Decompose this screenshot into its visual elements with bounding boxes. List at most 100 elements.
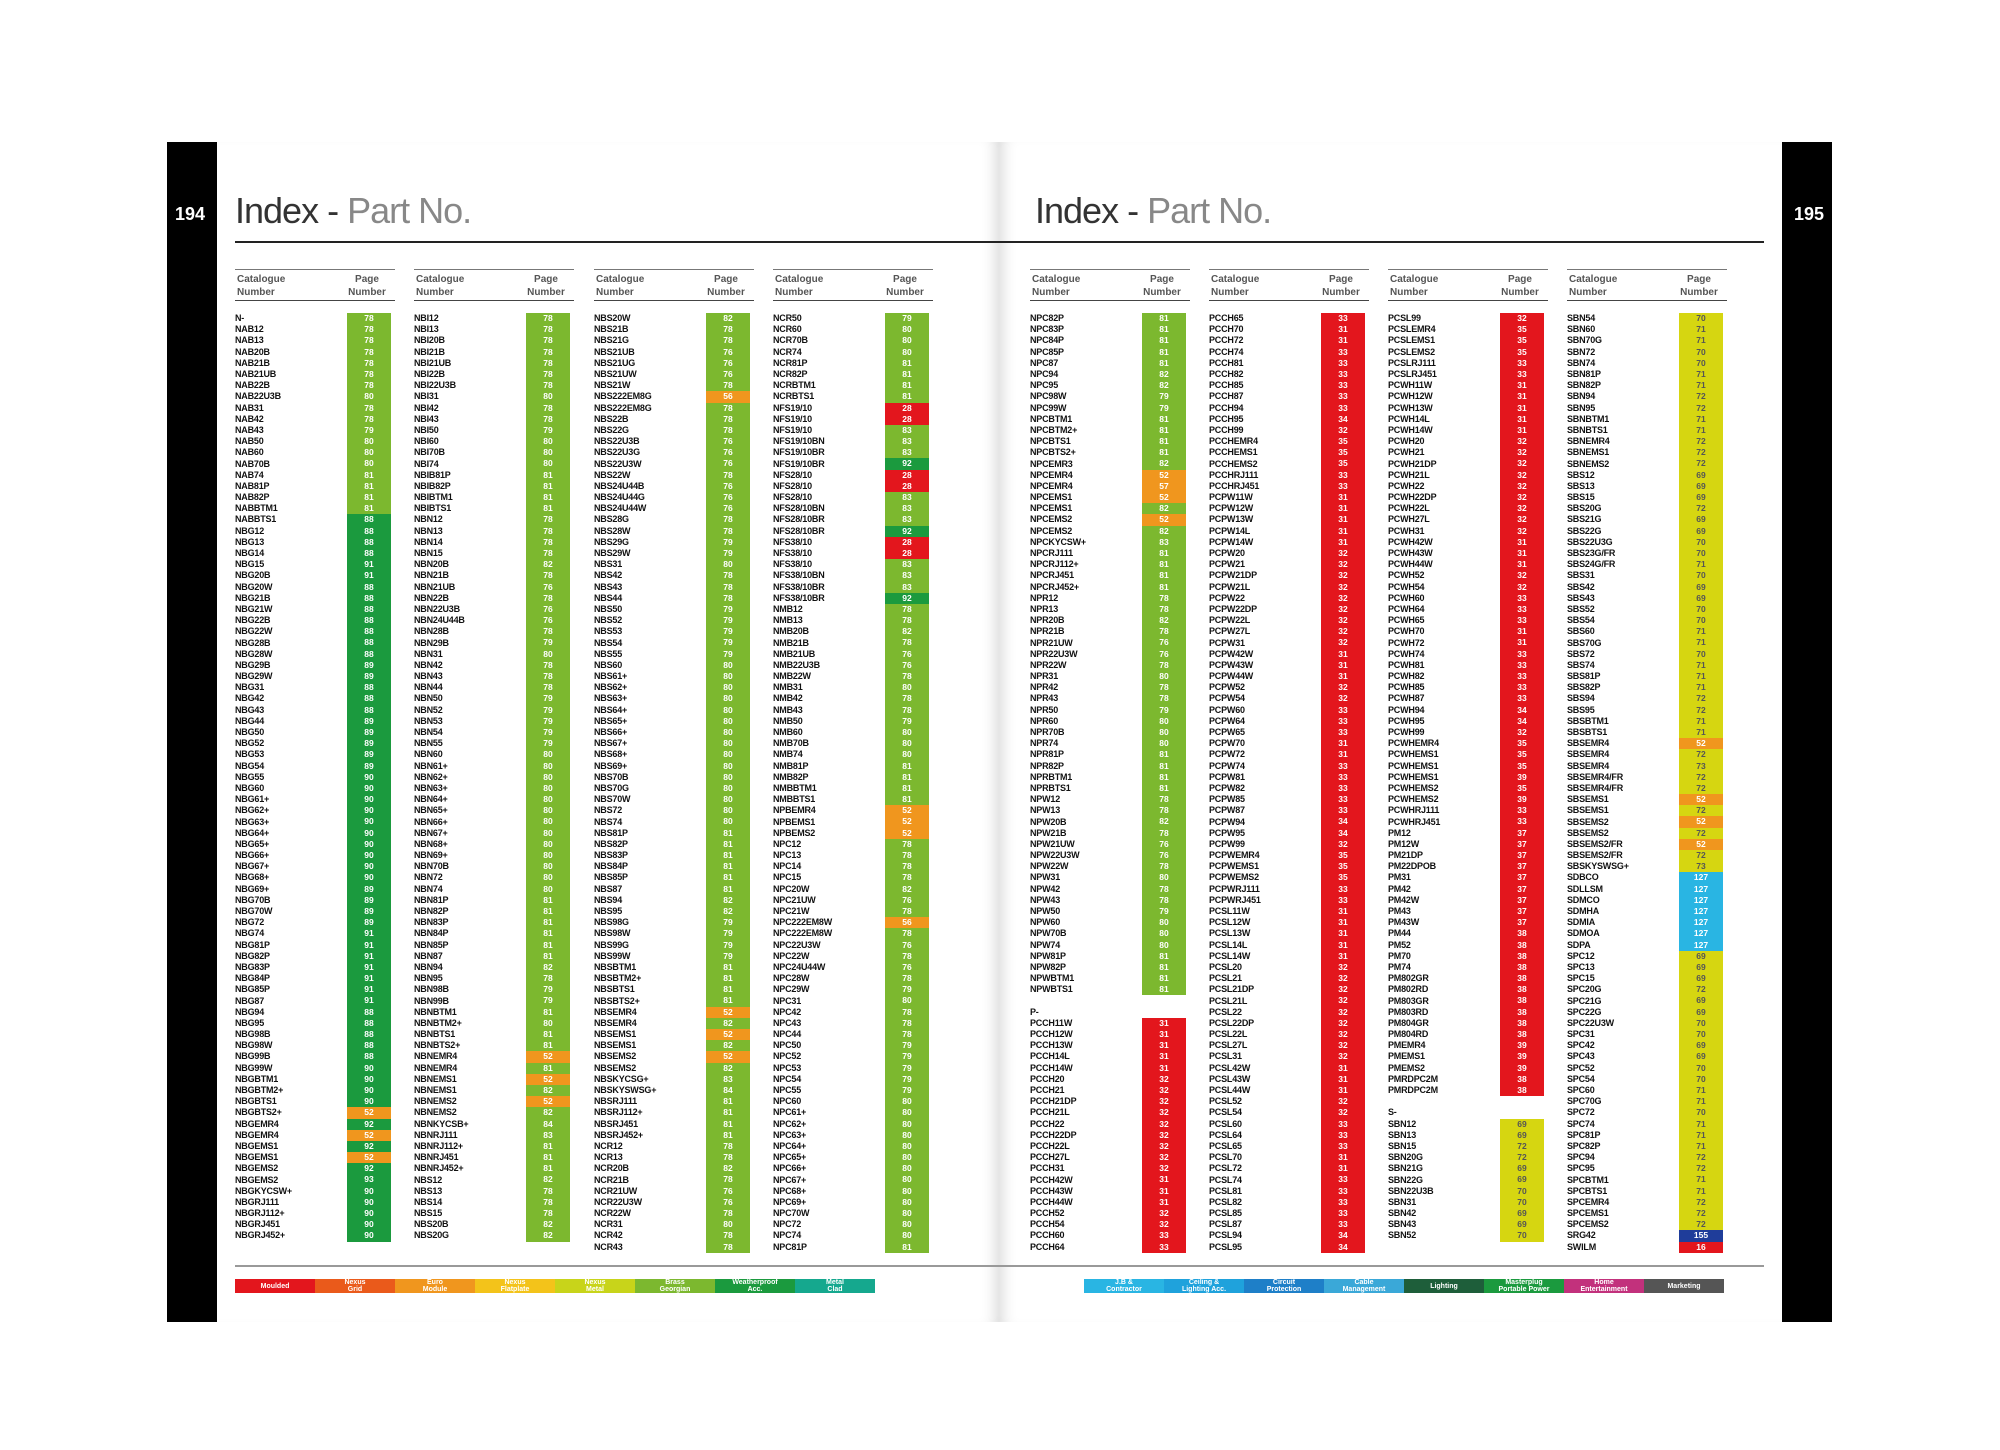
- page-ref: 31: [1321, 324, 1365, 336]
- page-ref: 78: [1142, 693, 1186, 705]
- page-number-header: Page Number: [527, 274, 565, 298]
- page-ref: 88: [347, 1006, 391, 1018]
- index-row: PCPW14L 31: [1209, 525, 1369, 537]
- catalogue-spread: 194 195 Index - Part No. Moulded Nexus Gri…: [167, 142, 1832, 1322]
- part-number: PCPW70: [1209, 738, 1245, 749]
- page-ref: 82: [526, 1107, 570, 1119]
- part-number: NBSRJ112+: [594, 1107, 643, 1118]
- page-ref: 81: [1142, 313, 1186, 325]
- part-number: NBSBTM1: [594, 961, 637, 972]
- index-row: PCSL85 33: [1209, 1208, 1369, 1220]
- page-ref: 32: [1142, 1118, 1186, 1130]
- page-ref: 31: [1142, 1051, 1186, 1063]
- index-row: NBS98W 79: [594, 928, 754, 940]
- page-ref: 83: [885, 436, 929, 448]
- part-number: PCPW43W: [1209, 659, 1254, 670]
- part-number: NBI70B: [414, 447, 445, 458]
- part-number: N-: [235, 313, 245, 324]
- page-ref: 76: [885, 659, 929, 671]
- part-number: NBGBTS1: [235, 1096, 277, 1107]
- part-number: NBS99W: [594, 950, 631, 961]
- page-ref: 69: [1500, 1129, 1544, 1141]
- index-row: SPC52 70: [1567, 1062, 1727, 1074]
- index-row: NCR22U3W 76: [594, 1196, 754, 1208]
- page-ref: 76: [706, 1185, 750, 1197]
- page-ref: 82: [1142, 525, 1186, 537]
- page-ref: 79: [526, 693, 570, 705]
- index-row: SBS81P 71: [1567, 671, 1727, 683]
- page-ref: 79: [706, 917, 750, 929]
- page-ref: 78: [526, 570, 570, 582]
- part-number: SBS72: [1567, 648, 1595, 659]
- part-number: PCWH12W: [1388, 391, 1433, 402]
- title-main: Index -: [235, 190, 348, 231]
- part-number: NPC22W: [773, 950, 810, 961]
- page-ref: 52: [526, 1096, 570, 1108]
- index-row: NBSBTM1 81: [594, 961, 754, 974]
- page-ref: 31: [1142, 1040, 1186, 1052]
- page-ref: 32: [1142, 1152, 1186, 1164]
- part-number: NBS55: [594, 648, 623, 659]
- part-number: PCCHRJ111: [1209, 469, 1259, 480]
- index-row: PCSL22L 32: [1209, 1029, 1369, 1041]
- page-ref: 80: [706, 794, 750, 806]
- page-ref: 78: [706, 324, 750, 336]
- part-number: NBS28W: [594, 525, 631, 536]
- index-row: PCSL82 33: [1209, 1196, 1369, 1208]
- index-row: NBG43 88: [235, 704, 395, 716]
- page-ref: 81: [1142, 581, 1186, 593]
- part-number: PM804GR: [1388, 1017, 1429, 1028]
- page-ref: 79: [1142, 391, 1186, 403]
- part-number: NCR22W: [594, 1208, 631, 1219]
- page-ref: [1142, 995, 1186, 1006]
- page-ref: 81: [347, 469, 391, 481]
- index-row: NBS13 78: [414, 1185, 574, 1197]
- page-ref: 78: [1142, 894, 1186, 906]
- part-number: SBS81P: [1567, 671, 1601, 682]
- index-row: NBN68+ 80: [414, 838, 574, 850]
- index-row: NBG14 88: [235, 547, 395, 560]
- index-row: NBI21UB 78: [414, 357, 574, 369]
- index-row: NBIB82P 81: [414, 480, 574, 492]
- page-ref: 32: [1500, 514, 1544, 526]
- part-number: NPC64+: [773, 1140, 807, 1151]
- page-ref: 78: [526, 514, 570, 526]
- page-ref: 80: [526, 861, 570, 873]
- legend-item: Masterplug Portable Power: [1484, 1279, 1564, 1293]
- page-ref: 28: [885, 402, 929, 414]
- index-row: PCCHEMR4 35: [1209, 436, 1369, 448]
- part-number: NBS22U3B: [594, 436, 640, 447]
- part-number: NBS81P: [594, 827, 628, 838]
- page-ref: 52: [885, 816, 929, 828]
- legend-item: Brass Georgian: [635, 1279, 715, 1293]
- part-number: SBSEMS2/FR: [1567, 850, 1623, 861]
- page-ref: 39: [1500, 1051, 1544, 1063]
- index-row: PCPWRJ451 33: [1209, 894, 1369, 906]
- part-number: NPC52: [773, 1051, 802, 1062]
- page-ref: 80: [885, 726, 929, 739]
- page-ref: 33: [1321, 704, 1365, 716]
- index-row: PCWH85 33: [1388, 682, 1548, 694]
- index-row: NBSEMR4 82: [594, 1017, 754, 1029]
- page-ref: 78: [526, 525, 570, 537]
- index-row: NBN20B 82: [414, 559, 574, 571]
- part-number: NPR21UW: [1030, 637, 1073, 648]
- page-ref: 28: [885, 547, 929, 560]
- part-number: NBN67+: [414, 827, 448, 838]
- page-ref: 31: [1321, 525, 1365, 537]
- page-ref: 81: [706, 1118, 750, 1130]
- part-number: NBN64+: [414, 794, 448, 805]
- page-ref: 81: [885, 1241, 929, 1253]
- index-row: PCWHEMS1 35: [1388, 760, 1548, 772]
- index-row: SBN43 69: [1388, 1219, 1548, 1231]
- index-row: NCR22W 78: [594, 1208, 754, 1220]
- part-number: PCWH65: [1388, 615, 1425, 626]
- page-ref: 78: [526, 659, 570, 671]
- page-ref: 72: [1679, 503, 1723, 515]
- page-ref: 127: [1679, 894, 1723, 906]
- page-ref: 80: [885, 738, 929, 750]
- part-number: PCCH22: [1030, 1118, 1065, 1129]
- page-ref: 31: [1500, 424, 1544, 437]
- part-number: NBSEMS2: [594, 1051, 637, 1062]
- part-number: PCWH14L: [1388, 413, 1430, 424]
